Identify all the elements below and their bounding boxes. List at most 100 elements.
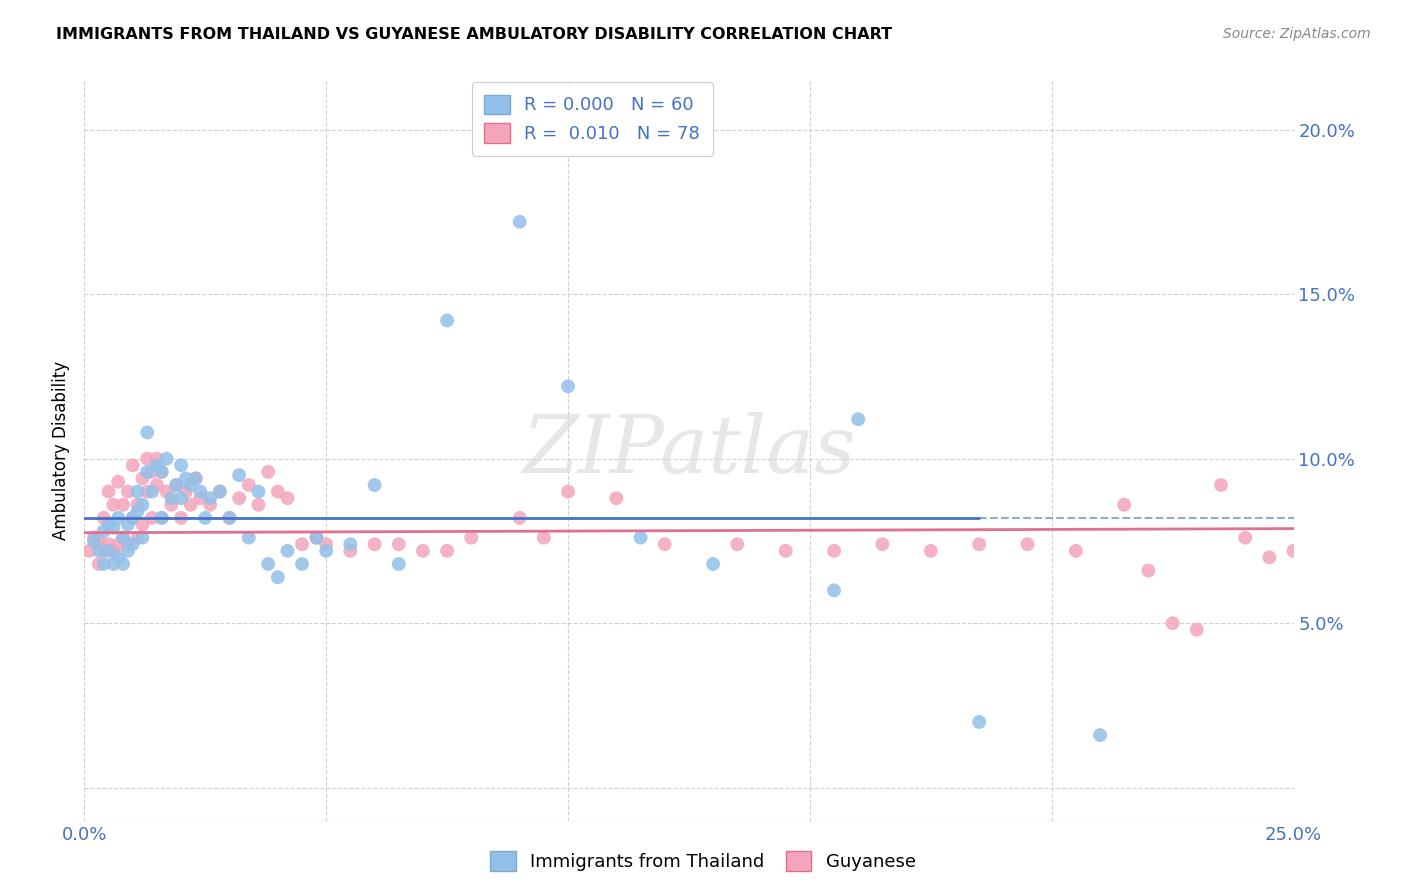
Point [87, 557, 110, 571]
Point [150, 465, 173, 479]
Point [775, 544, 797, 558]
Point [131, 531, 153, 545]
Point [1306, 537, 1329, 551]
Point [170, 458, 193, 473]
Point [87, 544, 110, 558]
Text: Source: ZipAtlas.com: Source: ZipAtlas.com [1223, 27, 1371, 41]
Point [93, 557, 115, 571]
Point [103, 521, 125, 535]
Point [107, 511, 129, 525]
Point [218, 511, 240, 525]
Point [150, 511, 173, 525]
Point [509, 511, 531, 525]
Point [155, 451, 177, 466]
Point [83, 533, 105, 548]
Point [112, 531, 135, 545]
Point [436, 544, 458, 558]
Point [121, 537, 143, 551]
Point [257, 465, 280, 479]
Point [823, 544, 845, 558]
Point [198, 491, 221, 505]
Point [165, 478, 187, 492]
Point [846, 412, 869, 426]
Point [117, 484, 139, 499]
Point [97, 517, 120, 532]
Point [218, 511, 240, 525]
Point [117, 517, 139, 532]
Point [174, 484, 197, 499]
Point [388, 537, 411, 551]
Point [93, 544, 115, 558]
Point [315, 544, 337, 558]
Point [1161, 616, 1184, 631]
Point [103, 498, 125, 512]
Point [557, 379, 579, 393]
Point [127, 531, 149, 545]
Point [117, 544, 139, 558]
Point [305, 531, 328, 545]
Point [276, 544, 298, 558]
Point [460, 531, 482, 545]
Point [291, 537, 314, 551]
Point [165, 478, 187, 492]
Point [1088, 728, 1111, 742]
Point [1234, 531, 1257, 545]
Point [103, 557, 125, 571]
Point [127, 504, 149, 518]
Point [247, 484, 270, 499]
Point [1064, 544, 1087, 558]
Point [654, 537, 676, 551]
Point [305, 531, 328, 545]
Point [93, 511, 115, 525]
Point [412, 544, 434, 558]
Point [190, 484, 212, 499]
Point [160, 491, 183, 505]
Point [184, 471, 207, 485]
Point [170, 491, 193, 505]
Point [872, 537, 894, 551]
Point [146, 478, 169, 492]
Point [150, 465, 173, 479]
Point [155, 484, 177, 499]
Point [121, 511, 143, 525]
Point [121, 458, 143, 473]
Point [190, 491, 212, 505]
Point [1017, 537, 1039, 551]
Point [1185, 623, 1208, 637]
Point [103, 544, 125, 558]
Text: ZIPatlas: ZIPatlas [522, 412, 856, 489]
Point [509, 215, 531, 229]
Point [136, 465, 159, 479]
Point [1114, 498, 1136, 512]
Point [267, 570, 290, 584]
Legend: Immigrants from Thailand, Guyanese: Immigrants from Thailand, Guyanese [484, 844, 922, 879]
Point [121, 511, 143, 525]
Point [131, 498, 153, 512]
Point [136, 451, 159, 466]
Point [112, 498, 135, 512]
Point [1282, 544, 1305, 558]
Point [533, 531, 555, 545]
Point [170, 511, 193, 525]
Point [339, 537, 361, 551]
Point [605, 491, 627, 505]
Point [141, 484, 163, 499]
Point [93, 524, 115, 538]
Point [198, 498, 221, 512]
Point [131, 471, 153, 485]
Point [150, 511, 173, 525]
Point [184, 471, 207, 485]
Point [127, 484, 149, 499]
Point [276, 491, 298, 505]
Point [174, 471, 197, 485]
Point [967, 537, 990, 551]
Point [208, 484, 231, 499]
Point [180, 478, 202, 492]
Point [388, 557, 411, 571]
Point [208, 484, 231, 499]
Point [257, 557, 280, 571]
Point [291, 557, 314, 571]
Point [557, 484, 579, 499]
Point [228, 468, 250, 483]
Point [136, 484, 159, 499]
